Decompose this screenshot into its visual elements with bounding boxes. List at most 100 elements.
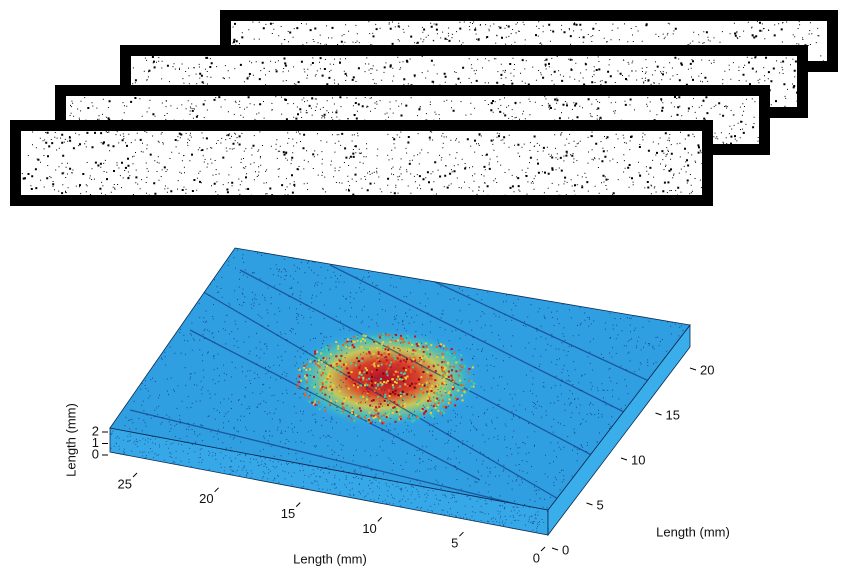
hot-pixel xyxy=(394,370,397,373)
hot-pixel xyxy=(453,380,456,383)
hot-pixel xyxy=(335,341,338,343)
hot-pixel xyxy=(426,386,429,389)
hot-pixel xyxy=(409,391,411,393)
hot-pixel xyxy=(442,383,445,386)
hot-pixel xyxy=(448,398,451,401)
hot-pixel xyxy=(472,385,475,388)
hot-pixel xyxy=(442,344,445,347)
hot-pixel xyxy=(352,378,355,381)
hot-pixel xyxy=(391,412,394,414)
hot-pixel xyxy=(370,414,373,417)
hot-pixel xyxy=(412,349,415,352)
streak xyxy=(129,409,521,506)
hot-pixel xyxy=(353,341,356,343)
hot-pixel xyxy=(403,402,406,405)
hot-pixel xyxy=(443,388,446,391)
streak xyxy=(189,329,481,481)
hot-pixel xyxy=(445,406,448,409)
hot-pixel xyxy=(368,421,371,423)
hot-pixel xyxy=(387,398,390,401)
hot-pixel xyxy=(399,391,402,394)
hot-pixel xyxy=(379,336,382,339)
hot-pixel xyxy=(317,356,320,359)
hot-pixel xyxy=(351,395,354,398)
hot-pixel xyxy=(394,340,397,342)
hot-pixel xyxy=(370,372,373,375)
hot-pixel xyxy=(317,357,320,360)
hot-pixel xyxy=(366,372,368,375)
tick xyxy=(655,412,662,416)
hot-pixel xyxy=(406,335,409,337)
hot-pixel xyxy=(447,375,450,378)
hot-pixel xyxy=(353,336,356,339)
tick xyxy=(295,502,301,507)
hot-pixel xyxy=(425,369,428,372)
hot-pixel xyxy=(353,419,356,422)
hot-pixel xyxy=(365,369,368,371)
hot-pixel xyxy=(340,373,343,375)
hot-pixel xyxy=(430,374,433,377)
hot-pixel xyxy=(446,372,449,375)
hot-pixel xyxy=(364,384,366,387)
tick xyxy=(377,517,383,522)
hot-pixel xyxy=(329,385,332,388)
hot-pixel xyxy=(394,389,397,392)
hot-pixel xyxy=(360,396,363,399)
hot-pixel xyxy=(393,401,396,403)
hot-pixel xyxy=(347,387,350,390)
hot-pixel xyxy=(408,348,411,351)
hot-pixel xyxy=(373,365,376,368)
hot-pixel xyxy=(426,390,429,393)
hot-pixel xyxy=(426,406,429,409)
hotspot xyxy=(290,328,480,428)
hot-pixel xyxy=(424,384,427,387)
hot-pixel xyxy=(358,407,361,410)
hot-pixel xyxy=(441,409,444,412)
hot-pixel xyxy=(458,374,461,377)
hot-pixel xyxy=(429,387,432,390)
hot-pixel xyxy=(361,413,364,416)
hot-pixel xyxy=(406,384,409,387)
hot-pixel xyxy=(381,422,384,425)
hot-pixel xyxy=(401,390,404,393)
tick-label: 5 xyxy=(597,497,604,512)
hot-pixel xyxy=(353,383,356,386)
hot-pixel xyxy=(405,369,408,372)
hot-pixel xyxy=(439,412,442,415)
tick xyxy=(459,531,464,537)
hot-pixel xyxy=(393,406,396,409)
hot-pixel xyxy=(392,406,395,409)
hot-pixel xyxy=(403,405,406,408)
hot-pixel xyxy=(455,370,458,373)
hot-pixel xyxy=(426,397,429,400)
hot-pixel xyxy=(433,391,436,394)
hot-pixel xyxy=(399,385,402,388)
hot-pixel xyxy=(442,368,445,370)
hot-pixel xyxy=(424,411,427,414)
hot-pixel xyxy=(396,359,399,362)
hot-pixel xyxy=(376,347,379,349)
hot-pixel xyxy=(390,361,393,364)
hot-pixel xyxy=(369,404,372,407)
hot-pixel xyxy=(365,396,368,399)
hot-pixel xyxy=(329,375,332,377)
hot-pixel xyxy=(449,401,452,404)
hot-pixel xyxy=(387,367,390,370)
hot-pixel xyxy=(449,353,451,356)
hot-pixel xyxy=(300,379,302,382)
hot-pixel xyxy=(417,378,420,381)
hot-pixel xyxy=(317,377,320,379)
hot-pixel xyxy=(309,360,312,363)
hot-pixel xyxy=(378,334,381,337)
hot-pixel xyxy=(449,395,452,398)
hot-pixel xyxy=(314,350,317,353)
hot-pixel xyxy=(390,408,393,411)
hot-pixel xyxy=(399,360,402,363)
hot-pixel xyxy=(414,349,417,352)
hot-pixel xyxy=(457,389,460,392)
hot-pixel xyxy=(440,394,443,397)
hot-pixel xyxy=(437,403,440,406)
hot-pixel xyxy=(347,415,350,418)
hot-pixel xyxy=(429,376,432,379)
hot-pixel xyxy=(314,352,317,355)
